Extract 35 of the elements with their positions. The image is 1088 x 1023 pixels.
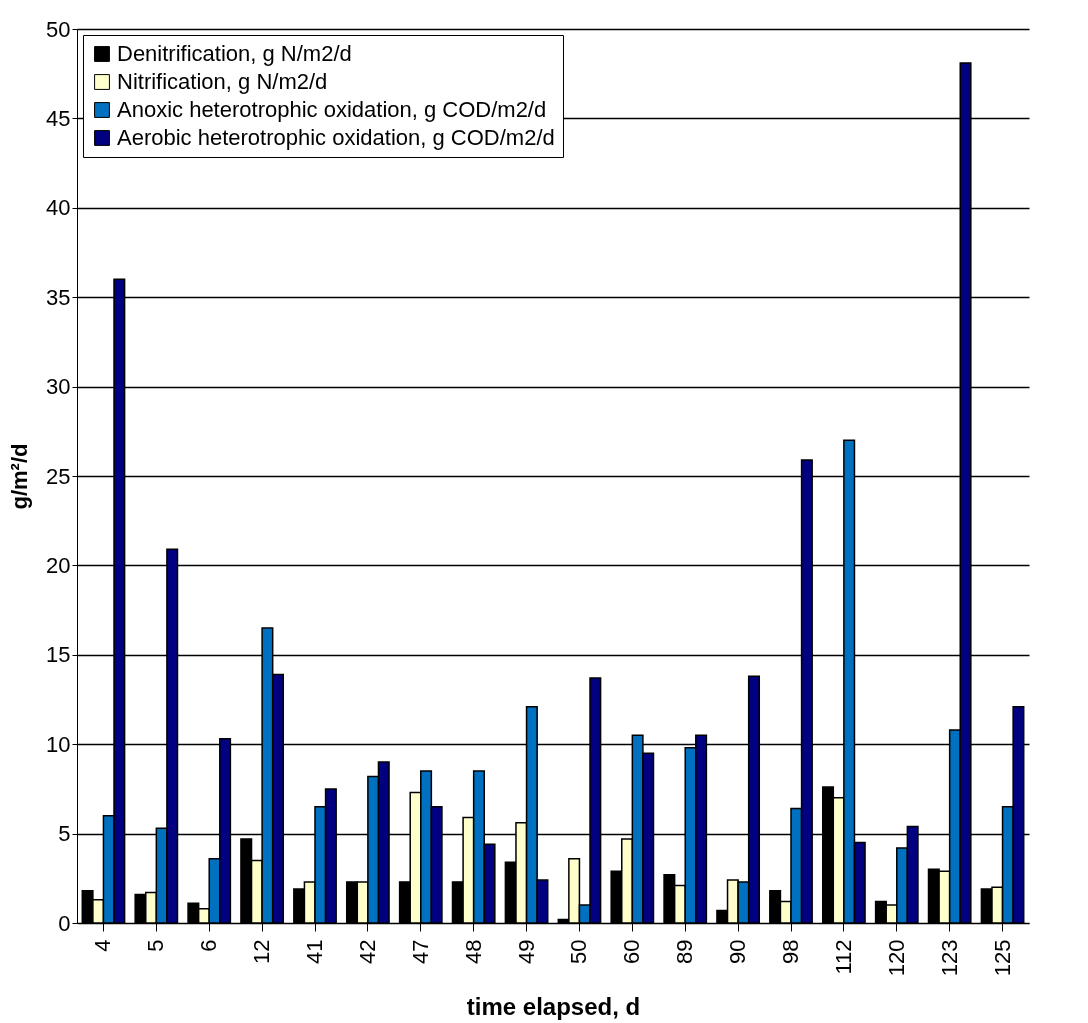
y-tick-label: 50 [46,16,71,42]
x-tick-label: 5 [143,939,169,952]
x-tick-label: 120 [883,939,909,977]
x-tick-label: 48 [460,939,486,964]
x-tick-label: 90 [725,939,751,964]
x-tick-label: 50 [566,939,592,964]
y-tick-label: 15 [46,642,71,668]
y-tick-label: 35 [46,284,71,310]
y-tick-label: 25 [46,463,71,489]
x-tick-label: 47 [407,939,433,964]
y-tick-label: 45 [46,105,71,131]
x-tick-label: 125 [989,939,1015,977]
x-tick-label: 49 [513,939,539,964]
x-tick-label: 98 [778,939,803,964]
x-tick-label: 6 [196,939,222,952]
y-tick-label: 5 [58,821,71,847]
x-tick-label: 42 [354,939,380,964]
x-tick-label: 60 [619,939,645,964]
x-tick-label: 89 [672,939,698,964]
x-tick-label: 123 [936,939,962,977]
legend-label: Anoxic heterotrophic oxidation, g COD/m2/d [117,97,547,122]
x-axis-title: time elapsed, d [466,993,641,1021]
y-tick-label: 20 [46,552,71,578]
y-tick-label: 10 [46,731,71,757]
y-tick-label: 40 [46,195,71,221]
legend-label: Denitrification, g N/m2/d [117,41,352,66]
x-tick-label: 41 [302,939,327,964]
legend-label: Aerobic heterotrophic oxidation, g COD/m2/d [117,125,555,150]
x-tick-label: 112 [830,939,856,975]
y-axis-title: g/m²/d [7,443,33,510]
y-tick-label: 0 [58,910,71,936]
x-tick-label: 4 [90,939,116,952]
x-tick-label: 12 [249,939,275,964]
y-tick-label: 30 [46,374,71,400]
legend-label: Nitrification, g N/m2/d [117,69,328,94]
